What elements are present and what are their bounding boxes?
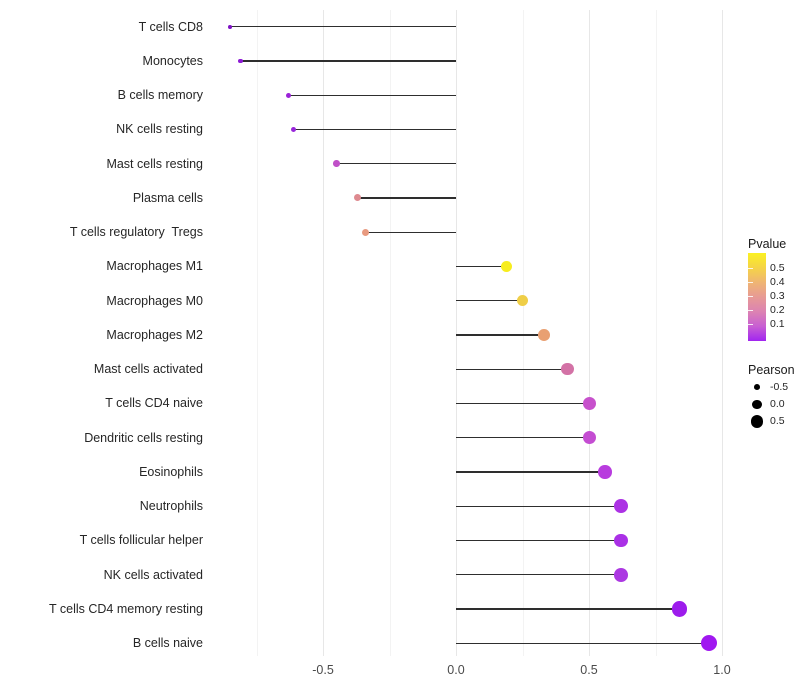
- lollipop-stem: [240, 60, 456, 62]
- category-label: T cells regulatory Tregs: [69, 225, 203, 240]
- x-tick-label: 0.5: [580, 663, 598, 677]
- minor-gridline: [256, 10, 258, 656]
- lollipop-stem: [456, 265, 507, 268]
- category-label: T cells CD8: [138, 19, 203, 34]
- lollipop-stem: [456, 471, 605, 473]
- pvalue-colorbar-gradient: [748, 253, 766, 341]
- lollipop-dot: [501, 261, 512, 272]
- lollipop-stem: [456, 334, 544, 336]
- minor-gridline: [522, 10, 524, 656]
- category-label: Mast cells resting: [106, 156, 203, 171]
- lollipop-stem: [293, 128, 456, 131]
- major-gridline: [589, 10, 590, 656]
- category-label: Macrophages M0: [106, 293, 203, 308]
- pearson-legend-label: -0.5: [770, 381, 789, 393]
- lollipop-dot: [354, 194, 362, 202]
- lollipop-dot: [561, 362, 574, 376]
- category-label: Macrophages M1: [106, 259, 203, 274]
- lollipop-stem: [456, 402, 589, 405]
- major-gridline: [722, 10, 723, 656]
- lollipop-dot: [582, 396, 596, 410]
- category-label: NK cells resting: [116, 122, 203, 137]
- category-label: T cells CD4 naive: [105, 396, 203, 411]
- lollipop-stem: [456, 608, 680, 610]
- x-tick-label: 0.0: [447, 663, 465, 677]
- lollipop-dot: [582, 431, 596, 445]
- category-label: B cells memory: [117, 88, 203, 103]
- minor-gridline: [389, 10, 391, 656]
- lollipop-dot: [238, 58, 243, 63]
- lollipop-dot: [614, 567, 628, 582]
- pearson-legend-dot: [752, 399, 762, 409]
- category-label: Eosinophils: [139, 464, 203, 479]
- pearson-legend-dot: [750, 415, 764, 428]
- pvalue-colorbar-tick: [748, 295, 753, 297]
- category-label: Plasma cells: [132, 190, 203, 205]
- category-label: T cells follicular helper: [79, 533, 203, 548]
- lollipop-dot: [614, 533, 628, 548]
- pvalue-tick-label: 0.5: [770, 261, 785, 274]
- pvalue-tick-label: 0.4: [770, 275, 785, 288]
- lollipop-stem: [288, 94, 456, 96]
- pearson-legend-label: 0.0: [770, 398, 785, 411]
- pearson-legend-title: Pearson: [748, 363, 795, 377]
- lollipop-stem: [357, 197, 456, 199]
- lollipop-dot: [227, 24, 232, 29]
- lollipop-dot: [516, 295, 529, 307]
- lollipop-dot: [361, 228, 370, 236]
- pearson-legend-dot: [754, 384, 760, 390]
- x-tick-label: 1.0: [713, 663, 731, 677]
- lollipop-stem: [229, 26, 456, 28]
- category-label: Neutrophils: [139, 499, 203, 514]
- category-label: B cells naive: [132, 636, 203, 651]
- category-label: Macrophages M2: [106, 327, 203, 342]
- lollipop-dot: [614, 499, 628, 514]
- lollipop-dot: [671, 601, 688, 617]
- pvalue-colorbar-tick: [748, 310, 753, 312]
- lollipop-stem: [456, 300, 523, 302]
- pearson-legend-label: 0.5: [770, 415, 785, 428]
- lollipop-stem: [456, 505, 621, 507]
- category-label: Dendritic cells resting: [84, 430, 203, 445]
- pvalue-colorbar-tick: [748, 324, 753, 326]
- category-label: NK cells activated: [103, 567, 203, 582]
- lollipop-dot: [537, 329, 550, 341]
- minor-gridline: [655, 10, 657, 656]
- lollipop-dot: [291, 126, 297, 133]
- lollipop-dot: [285, 92, 292, 98]
- x-tick-label: -0.5: [312, 663, 334, 677]
- pvalue-legend-title: Pvalue: [748, 237, 787, 251]
- pvalue-colorbar-tick: [748, 267, 753, 269]
- lollipop-stem: [365, 231, 456, 233]
- pvalue-tick-label: 0.1: [770, 318, 785, 331]
- pvalue-tick-label: 0.2: [770, 304, 785, 317]
- major-gridline: [456, 10, 457, 656]
- lollipop-dot: [700, 635, 717, 652]
- major-gridline: [323, 10, 324, 656]
- pvalue-tick-label: 0.3: [770, 289, 785, 302]
- lollipop-dot: [333, 160, 340, 167]
- lollipop-stem: [336, 163, 456, 165]
- lollipop-stem: [456, 437, 589, 439]
- lollipop-stem: [456, 368, 568, 370]
- lollipop-stem: [456, 539, 621, 542]
- category-label: T cells CD4 memory resting: [49, 601, 203, 616]
- category-label: Mast cells activated: [93, 362, 203, 377]
- lollipop-stem: [456, 574, 621, 576]
- pvalue-colorbar-tick: [748, 281, 753, 283]
- category-label: Monocytes: [142, 53, 203, 68]
- lollipop-stem: [456, 642, 709, 644]
- lollipop-dot: [598, 465, 612, 479]
